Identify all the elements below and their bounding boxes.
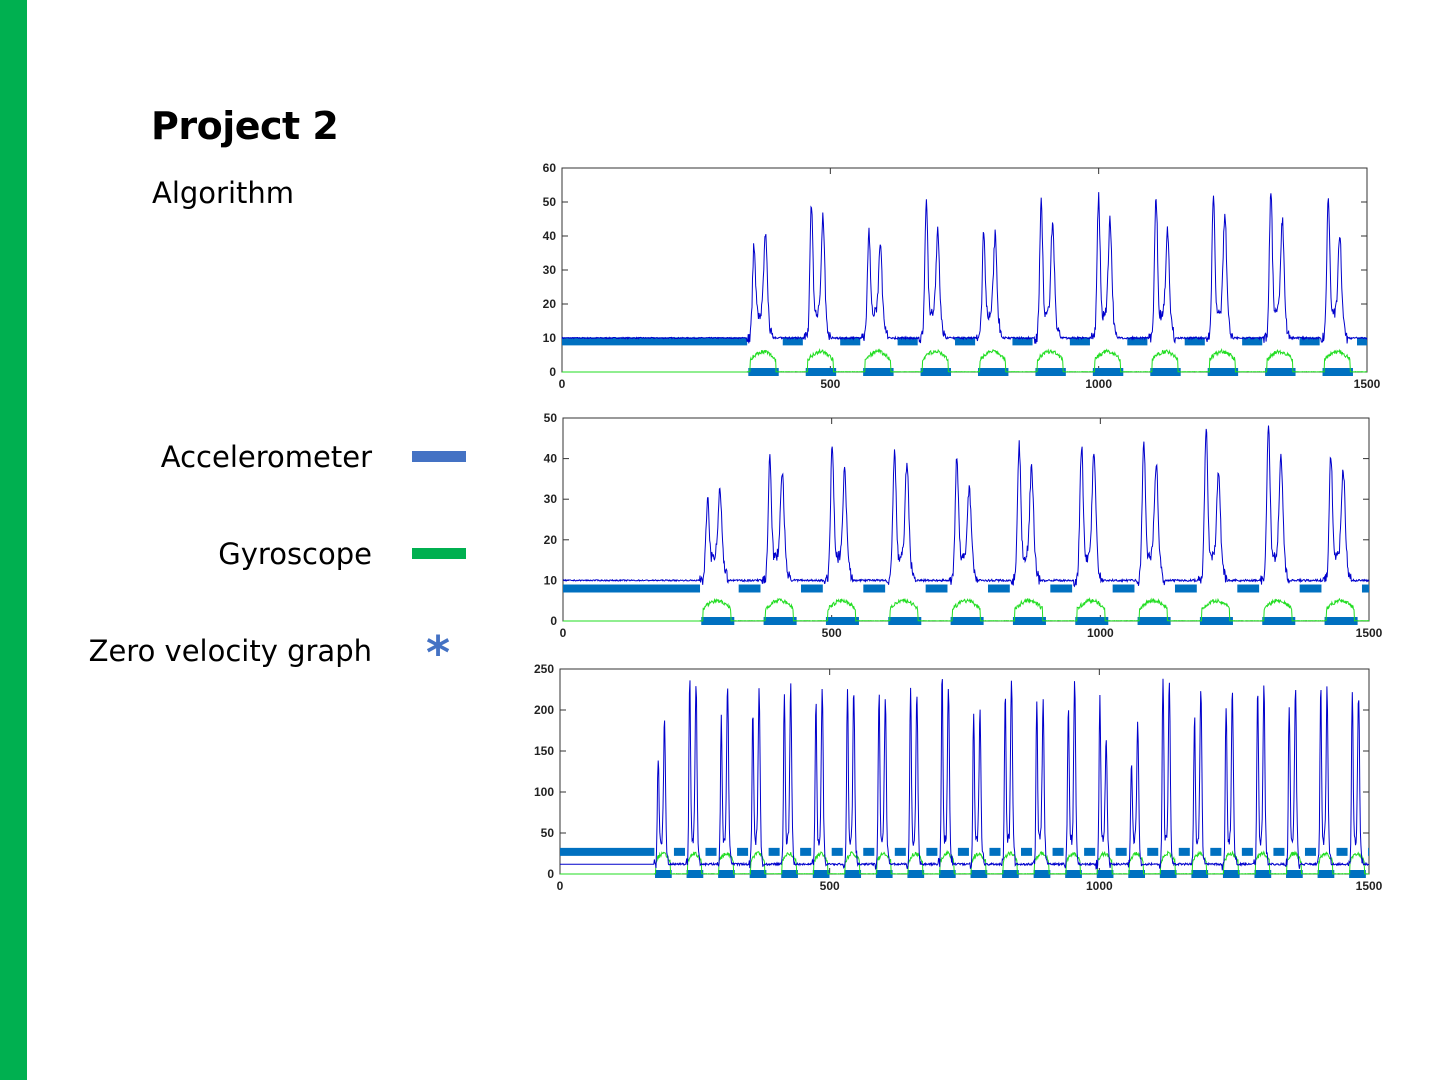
y-tick-label: 40	[544, 452, 558, 466]
legend-gyroscope-label: Gyroscope	[218, 537, 372, 571]
y-tick-label: 40	[543, 229, 557, 243]
y-tick-label: 60	[543, 161, 557, 175]
chart-1: 0 10 20 30 40 50 60 0 500 1000 1500	[543, 161, 1381, 391]
y-tick-label: 0	[550, 614, 557, 628]
legend-gyroscope-swatch	[412, 548, 466, 559]
y-tick-label: 250	[534, 662, 554, 676]
legend-zero-velocity-label: Zero velocity graph	[88, 634, 372, 668]
y-tick-label: 50	[544, 411, 558, 425]
accent-bar	[0, 0, 27, 1080]
gyroscope-line	[563, 597, 1370, 622]
y-tick-label: 30	[544, 492, 558, 506]
x-tick-label: 1500	[1356, 626, 1383, 640]
zero-velocity-markers	[562, 337, 1367, 376]
y-tick-label: 10	[543, 331, 557, 345]
y-tick-label: 50	[543, 195, 557, 209]
legend-zero-velocity-marker: *	[426, 626, 451, 680]
y-tick-label: 20	[543, 297, 557, 311]
x-tick-label: 1500	[1354, 377, 1381, 391]
plot-frame	[559, 668, 1370, 875]
accelerometer-line	[561, 192, 1368, 344]
y-tick-label: 0	[547, 867, 554, 881]
y-tick-label: 10	[544, 573, 558, 587]
y-tick-label: 20	[544, 533, 558, 547]
y-tick-label: 100	[534, 785, 554, 799]
y-tick-label: 200	[534, 703, 554, 717]
y-tick-label: 30	[543, 263, 557, 277]
chart-3: 0 50 100 150 200 250 0 500 1000 1500	[534, 662, 1383, 893]
x-tick-label: 0	[557, 879, 564, 893]
gyroscope-line	[560, 849, 1370, 876]
x-tick-label: 0	[560, 626, 567, 640]
slide-subtitle: Algorithm	[152, 176, 295, 210]
gyroscope-line	[562, 347, 1367, 373]
y-tick-label: 0	[549, 365, 556, 379]
x-tick-label: 500	[820, 377, 840, 391]
x-tick-label: 1500	[1356, 879, 1383, 893]
accelerometer-line	[560, 678, 1370, 871]
y-tick-label: 150	[534, 744, 554, 758]
x-tick-label: 500	[822, 626, 842, 640]
legend-accelerometer-swatch	[412, 451, 466, 462]
x-tick-label: 0	[559, 377, 566, 391]
legend-accelerometer-label: Accelerometer	[160, 440, 372, 474]
zero-velocity-markers	[560, 847, 1369, 878]
slide-title: Project 2	[151, 104, 339, 148]
accelerometer-line	[562, 425, 1370, 588]
x-tick-label: 1000	[1087, 626, 1114, 640]
x-tick-label: 500	[820, 879, 840, 893]
x-tick-label: 1000	[1085, 377, 1112, 391]
x-tick-label: 1000	[1086, 879, 1113, 893]
y-tick-label: 50	[541, 826, 555, 840]
zero-velocity-markers	[563, 584, 1369, 625]
